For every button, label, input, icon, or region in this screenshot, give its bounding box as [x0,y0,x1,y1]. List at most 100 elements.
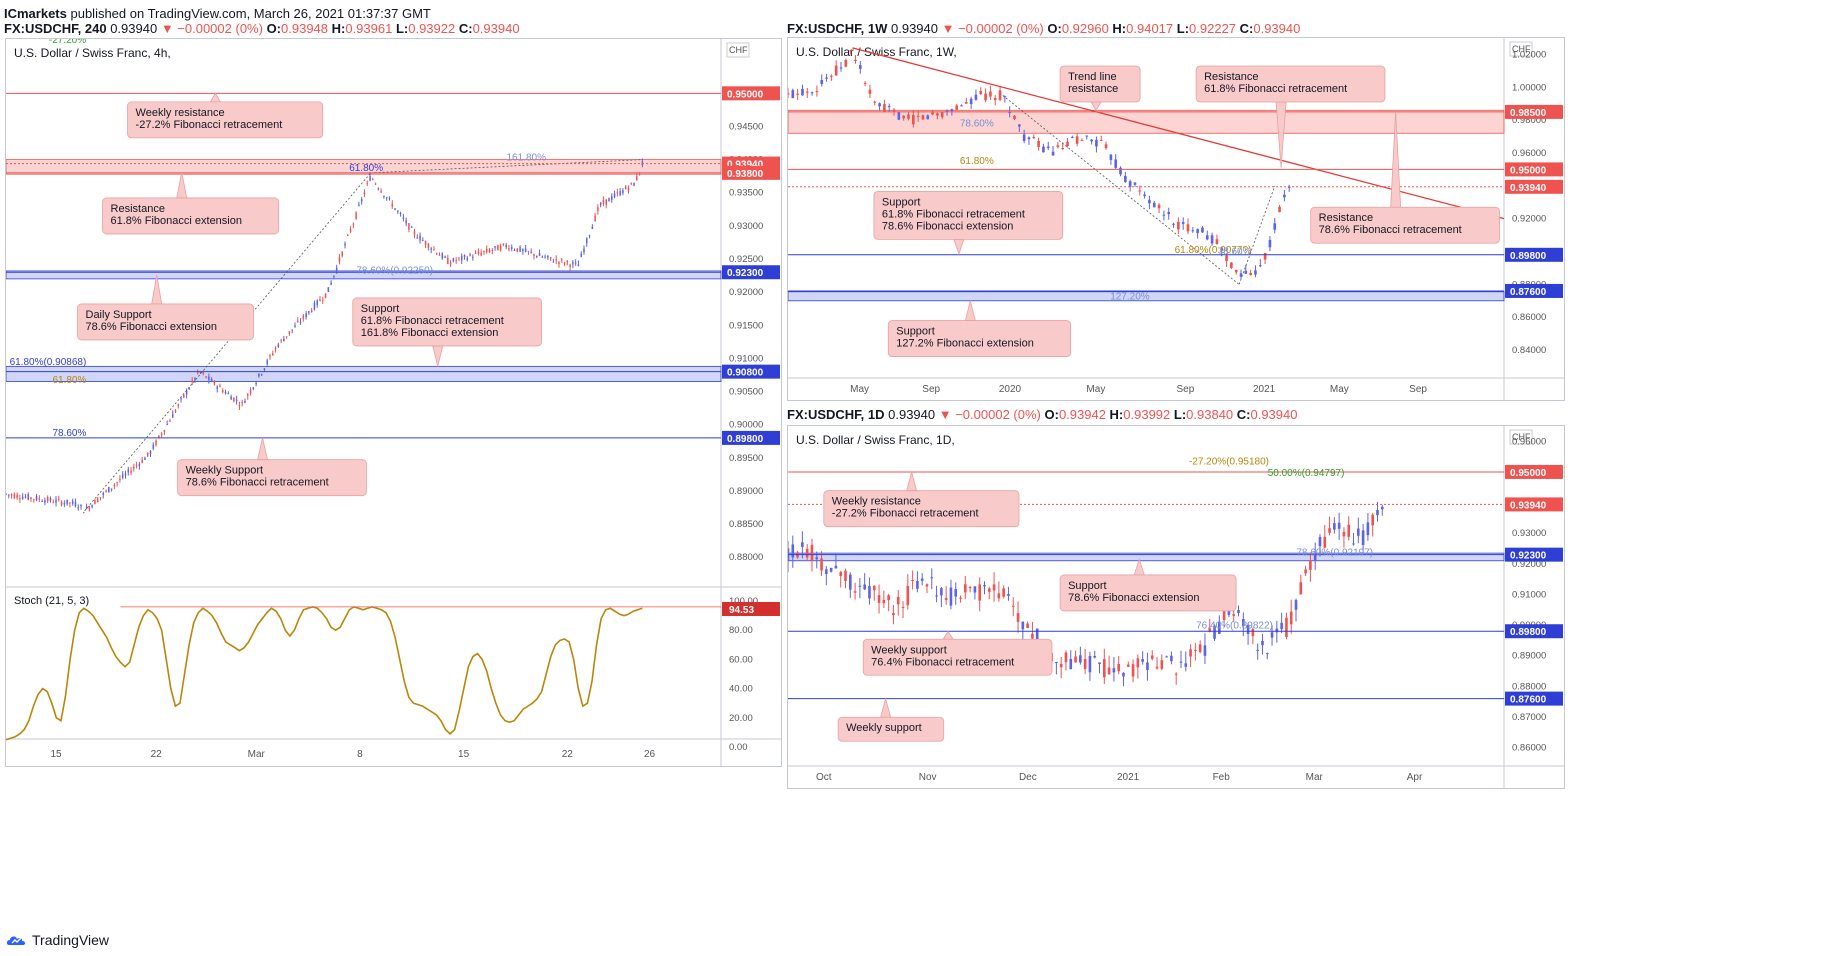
candle-body [602,200,605,204]
candle-body [102,492,105,495]
candle-body [950,109,954,112]
candle-body [116,482,118,484]
candle-body [992,584,996,591]
time-tick-label: 2020 [999,384,1022,395]
candle-body [510,247,513,250]
candle-body [1046,146,1050,148]
candle-body [624,186,627,190]
candle-body [1241,619,1245,627]
candle-body [801,542,804,547]
candle-body [355,212,357,219]
candle-body [13,494,16,499]
support-zone [6,270,722,280]
candle-body [360,199,363,202]
candle-body [410,226,413,228]
chart-svg-1w[interactable]: U.S. Dollar / Swiss Franc, 1W, CHF1.02000… [788,38,1564,400]
header-field-value: 0.92227 [1189,21,1240,36]
header-field-key: L: [395,21,409,36]
candle-body [1128,181,1132,187]
candle-body [1371,514,1375,526]
candle-body [113,485,116,487]
candle-body [133,466,135,469]
chart-panel-4h[interactable]: U.S. Dollar / Swiss Franc, 4h, CHF 0.95000… [5,38,782,767]
candle-body [1208,628,1212,632]
candle-body [926,115,930,120]
tradingview-logo[interactable]: TradingView [6,932,109,948]
candle-body [513,249,516,251]
price-tick-label: 0.88500 [729,519,763,530]
chart-svg-1d[interactable]: U.S. Dollar / Swiss Franc, 1D, CHF0.96000… [788,426,1564,788]
header-field-value: 0.93940 [472,21,520,36]
candle-body [424,241,427,245]
price-level-value: 0.93800 [727,169,764,180]
candle-body [488,249,491,253]
candle-body [1002,588,1005,597]
candle-body [940,112,944,118]
candle-body [385,197,388,199]
chart-panel-1d[interactable]: U.S. Dollar / Swiss Franc, 1D, CHF 0.96000… [787,425,1565,789]
candle-body [502,243,505,245]
candle-body [252,387,255,390]
candle-body [71,501,74,504]
candle-body [788,93,790,95]
candle-body [984,93,987,101]
candle-body [324,293,327,298]
chart-svg-4h[interactable]: U.S. Dollar / Swiss Franc, 4h, CHF 0.95000… [6,39,781,766]
fibonacci-label: 61.80%(0.9077?) [1175,245,1252,256]
candle-body [863,584,866,590]
callout-box [177,459,367,497]
header-field-key: FX:USDCHF, 1W [787,21,891,36]
chart-panel-1w[interactable]: U.S. Dollar / Swiss Franc, 1W, CHF 1.02000… [787,37,1565,401]
callout-text: Support [896,326,935,338]
candle-body [1071,136,1074,138]
candle-body [224,391,227,394]
price-level-value: 0.92300 [727,268,764,279]
time-tick-label: Feb [1213,772,1231,783]
candle-body [63,503,66,505]
candle-body [244,400,246,403]
candle-body [294,325,296,328]
candle-body [1032,136,1036,139]
candle-body [505,245,507,248]
candle-body [27,494,29,500]
candle-body [848,574,852,590]
currency-tag: CHF [1509,429,1533,445]
candle-body [1059,664,1063,668]
candle-body [169,420,171,422]
candle-body [374,183,377,185]
candle-body [1283,194,1286,198]
chart-header-1w: FX:USDCHF, 1W 0.93940 ▼ −0.00002 (0%) O:… [787,21,1300,36]
candle-body [916,580,919,589]
callout-text: Resistance [1319,212,1373,224]
callout-box [77,303,254,341]
candle-body [594,215,596,222]
candle-body [1294,600,1298,610]
candle-body [1079,655,1082,663]
price-level-value: 0.95000 [1510,165,1547,176]
candle-body [583,248,585,253]
candle-body [1184,663,1188,667]
candle-body [1203,645,1207,656]
candle-body [1138,190,1142,192]
candle-body [1181,222,1185,224]
candle-body [993,98,997,101]
candle-body [997,593,1001,599]
candle-body [1244,270,1248,274]
candle-body [508,247,510,250]
price-level-tag: 0.92300 [722,265,780,280]
candle-body [535,256,538,258]
price-level-value: 0.87600 [1510,695,1547,706]
candle-body [834,65,838,76]
candle-body [388,197,391,199]
stoch-tick-label: 100.00 [729,596,758,607]
header-field-key: O: [1047,21,1062,36]
tradingview-brand: TradingView [32,932,110,948]
candle-body [1109,154,1113,160]
candle-body [1189,649,1192,657]
candle-body [1051,151,1055,156]
annotation-callout: Weekly support [837,697,945,742]
price-tick-label: 1.00000 [1512,82,1546,93]
candle-body [285,336,288,338]
